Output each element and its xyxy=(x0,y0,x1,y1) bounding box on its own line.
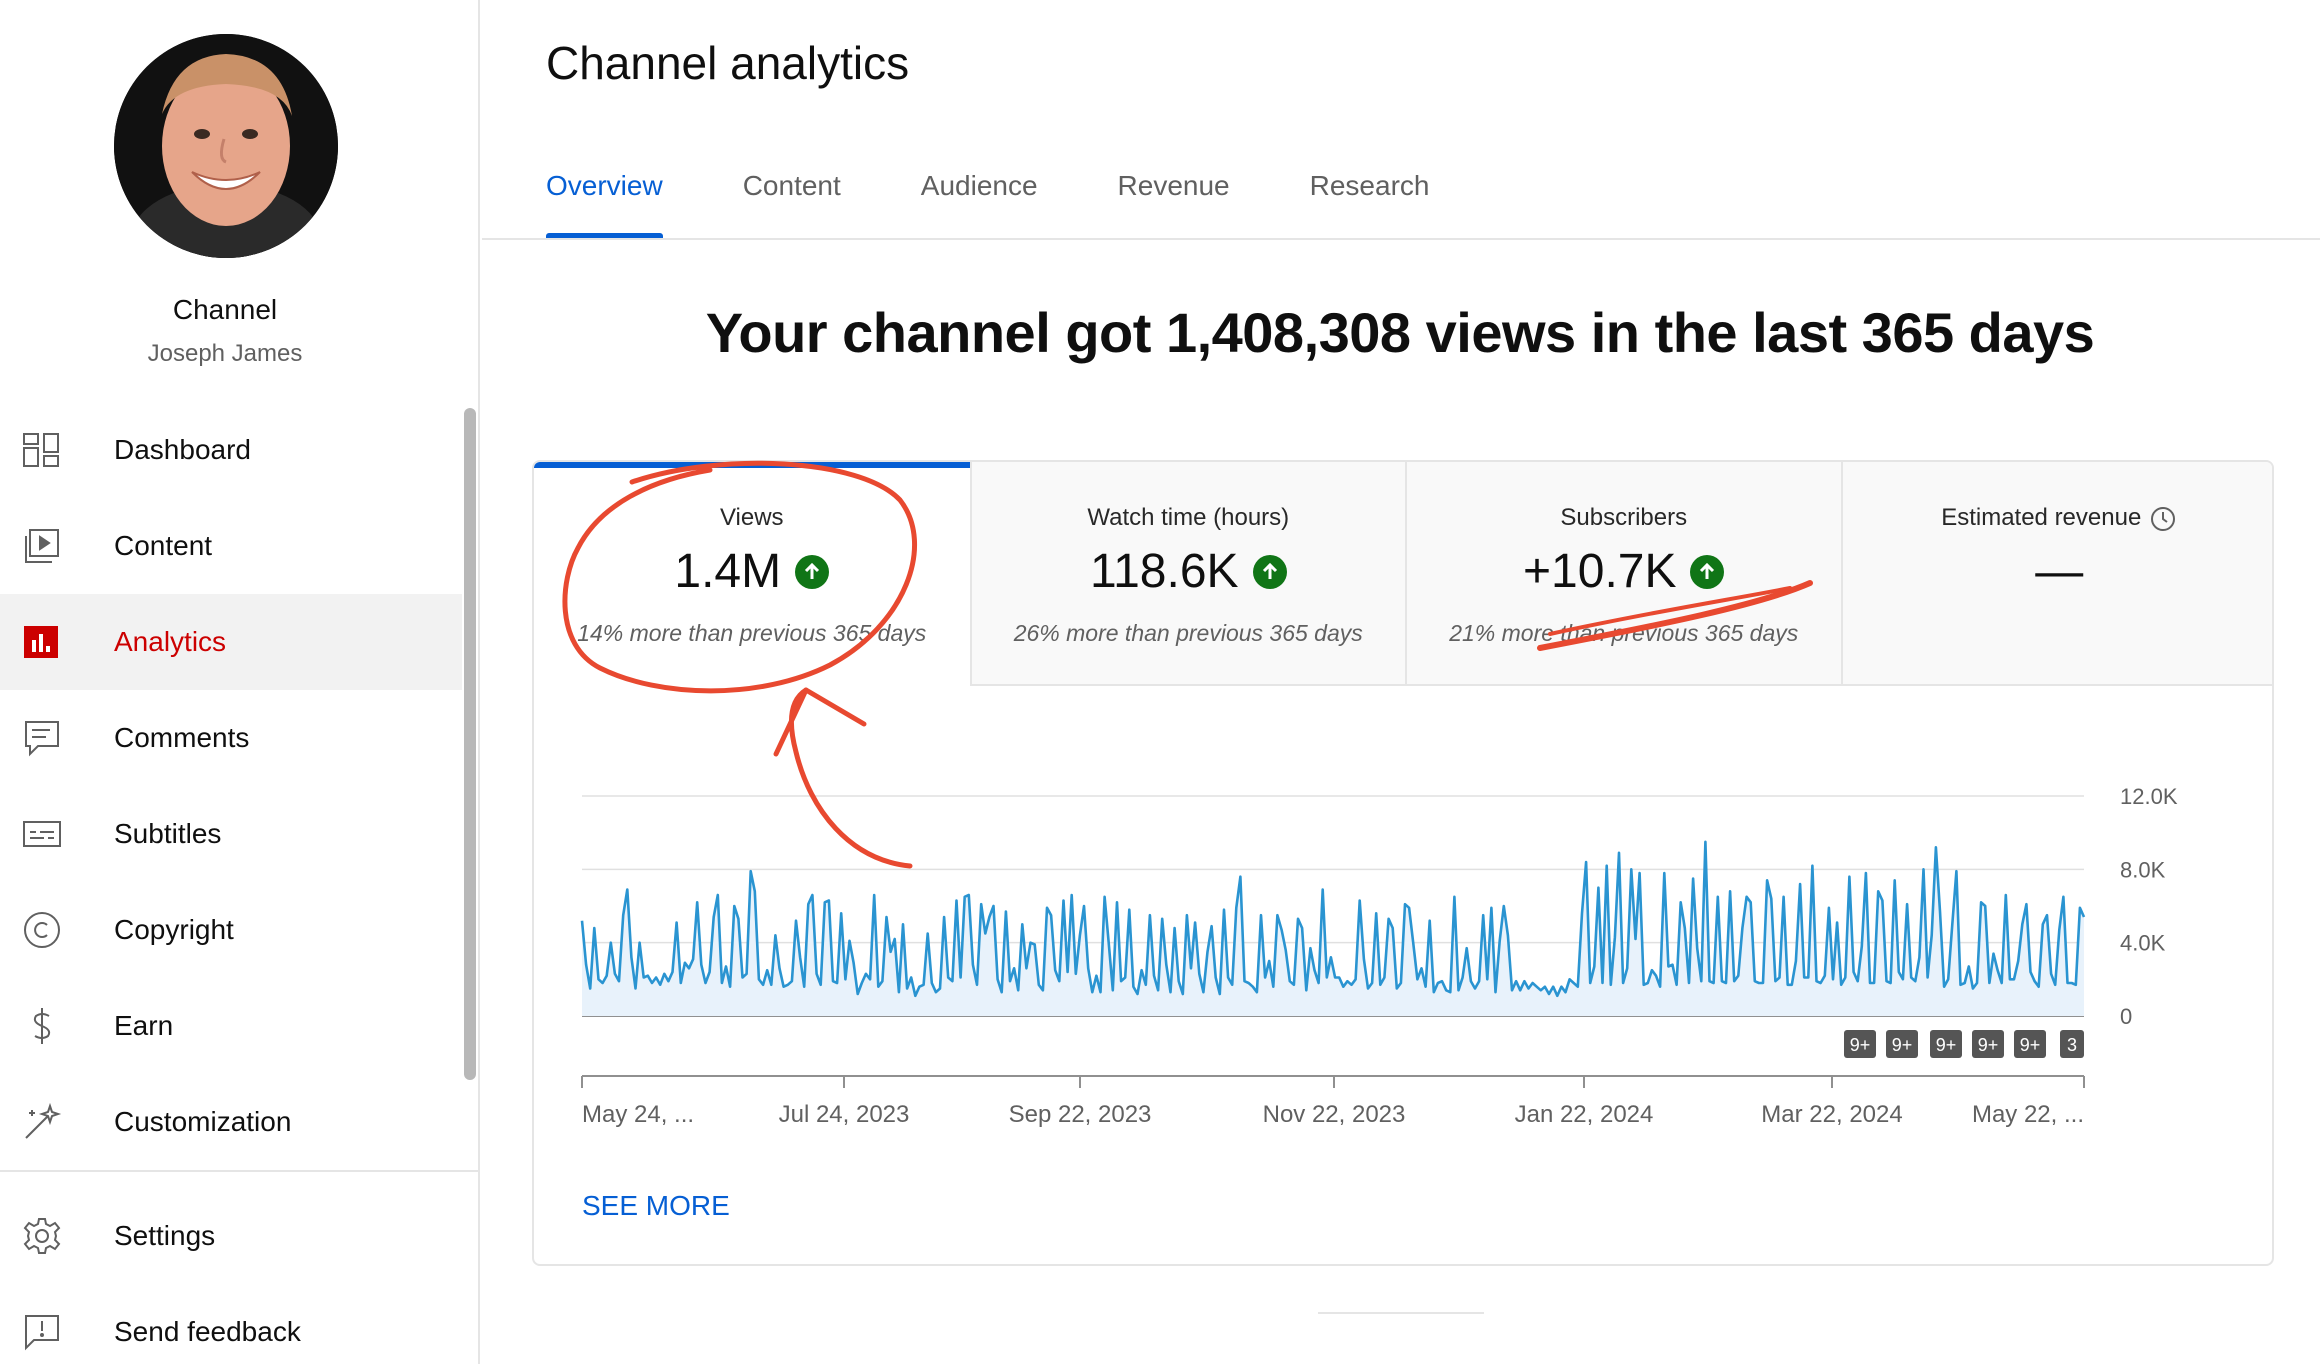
sidebar-divider xyxy=(0,1170,480,1172)
sidebar-bottom-nav: Settings Send feedback xyxy=(0,1188,462,1364)
sidebar-item-label: Content xyxy=(114,530,213,561)
copyright-icon xyxy=(22,910,62,950)
views-headline: Your channel got 1,408,308 views in the … xyxy=(705,301,2095,364)
sidebar-item-dashboard[interactable]: Dashboard xyxy=(0,402,462,498)
metric-value-row: 118.6K xyxy=(972,544,1406,599)
sidebar-item-label: Subtitles xyxy=(114,818,222,849)
sidebar-item-label: Analytics xyxy=(114,626,227,657)
views-line-chart[interactable]: 0 4.0K 8.0K 12.0K 9+ 9+ 9+ 9+ 9+ 3 May 24, ... Jul … xyxy=(534,462,2274,1266)
analytics-icon xyxy=(22,622,62,662)
x-tick-label: May 24, ... xyxy=(582,1101,694,1128)
sidebar-item-earn[interactable]: Earn xyxy=(0,978,462,1074)
annotation-badge xyxy=(1886,1030,1918,1058)
metric-value: — xyxy=(2035,545,2084,598)
annotation-badge-label: 9+ xyxy=(1936,1035,1957,1055)
annotation-badge-label: 9+ xyxy=(1978,1035,1999,1055)
annotation-badge-label: 9+ xyxy=(2020,1035,2041,1055)
x-tick-label: Nov 22, 2023 xyxy=(1263,1101,1406,1128)
sidebar-item-label: Send feedback xyxy=(114,1316,301,1347)
sidebar-nav: Dashboard Content Analytics Comments Sub… xyxy=(0,402,462,1170)
tab-research[interactable]: Research xyxy=(1309,170,1430,201)
sidebar-item-analytics[interactable]: Analytics xyxy=(0,594,462,690)
y-tick-label: 4.0K xyxy=(2120,931,2166,956)
metric-value-row: — xyxy=(1843,544,2273,599)
x-tick-label: Jan 22, 2024 xyxy=(1515,1101,1654,1128)
sidebar-item-content[interactable]: Content xyxy=(0,498,462,594)
overview-chart-card: Views 1.4M 14% more than previous 365 da… xyxy=(532,460,2274,1266)
y-tick-label: 12.0K xyxy=(2120,784,2178,809)
metric-watch-time[interactable]: Watch time (hours) 118.6K 26% more than … xyxy=(969,462,1406,686)
sidebar-item-label: Customization xyxy=(114,1106,292,1137)
tab-content[interactable]: Content xyxy=(742,170,841,201)
bottom-divider xyxy=(1318,1312,1484,1314)
x-tick-label: Mar 22, 2024 xyxy=(1761,1101,1902,1128)
x-tick-label: Jul 24, 2023 xyxy=(779,1101,910,1128)
metric-estimated-revenue[interactable]: Estimated revenue — xyxy=(1840,462,2273,686)
series-line xyxy=(580,840,2086,998)
channel-avatar[interactable] xyxy=(114,34,338,258)
annotation-badge-label: 3 xyxy=(2067,1035,2077,1055)
annotation-badge xyxy=(1972,1030,2004,1058)
sidebar-item-label: Earn xyxy=(114,1010,174,1041)
sidebar-item-label: Comments xyxy=(114,722,250,753)
x-tick-label: Sep 22, 2023 xyxy=(1009,1101,1152,1128)
annotation-badge xyxy=(2014,1030,2046,1058)
sidebar-item-settings[interactable]: Settings xyxy=(0,1188,462,1284)
customization-icon xyxy=(22,1102,62,1142)
channel-name: Joseph James xyxy=(147,340,303,367)
metric-label: Estimated revenue xyxy=(1941,504,2142,531)
sidebar-item-send-feedback[interactable]: Send feedback xyxy=(0,1284,462,1364)
comments-icon xyxy=(22,718,62,758)
clock-icon[interactable] xyxy=(2149,505,2177,533)
dashboard-icon xyxy=(22,430,62,470)
see-more-link[interactable]: SEE MORE xyxy=(582,1190,730,1221)
tab-revenue[interactable]: Revenue xyxy=(1117,170,1230,201)
subtitles-icon xyxy=(22,814,62,854)
sidebar-item-comments[interactable]: Comments xyxy=(0,690,462,786)
sidebar-scrollbar[interactable] xyxy=(464,408,476,1080)
x-tick-label: May 22, ... xyxy=(1972,1101,2084,1128)
tabs-divider xyxy=(482,238,2320,240)
tab-overview[interactable]: Overview xyxy=(546,170,663,238)
metric-label-row: Estimated revenue xyxy=(1843,504,2273,533)
sidebar-item-label: Copyright xyxy=(114,914,234,945)
sidebar-item-subtitles[interactable]: Subtitles xyxy=(0,786,462,882)
metric-comparison: 26% more than previous 365 days xyxy=(1013,620,1363,646)
annotation-badge xyxy=(1930,1030,1962,1058)
sidebar: Channel Joseph James Dashboard Content A… xyxy=(0,0,480,1364)
y-tick-label: 8.0K xyxy=(2120,857,2166,882)
annotation-badge-label: 9+ xyxy=(1850,1035,1871,1055)
annotation-badge xyxy=(1844,1030,1876,1058)
trend-up-icon xyxy=(1252,554,1287,589)
feedback-icon xyxy=(22,1312,62,1352)
annotation-badge xyxy=(2060,1030,2084,1058)
earn-icon xyxy=(22,1006,62,1046)
channel-title: Channel xyxy=(172,294,278,325)
sidebar-item-copyright[interactable]: Copyright xyxy=(0,882,462,978)
settings-icon xyxy=(22,1216,62,1256)
page-title: Channel analytics xyxy=(546,37,910,89)
annotation-badge-label: 9+ xyxy=(1892,1035,1913,1055)
tab-audience[interactable]: Audience xyxy=(920,170,1038,201)
sidebar-item-label: Dashboard xyxy=(114,434,251,465)
metric-label: Subscribers xyxy=(1560,504,1688,531)
sidebar-item-label: Settings xyxy=(114,1220,216,1251)
sidebar-item-customization[interactable]: Customization xyxy=(0,1074,462,1170)
metric-label: Watch time (hours) xyxy=(1087,504,1290,531)
content-icon xyxy=(22,526,62,566)
analytics-tabs: Overview Content Audience Revenue Resear… xyxy=(546,170,1509,238)
metric-value: 118.6K xyxy=(1089,545,1239,598)
y-tick-label: 0 xyxy=(2120,1004,2132,1029)
